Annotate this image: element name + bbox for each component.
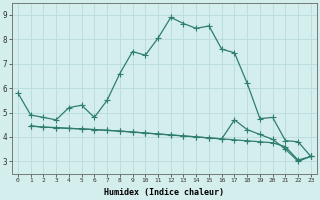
- X-axis label: Humidex (Indice chaleur): Humidex (Indice chaleur): [104, 188, 224, 197]
